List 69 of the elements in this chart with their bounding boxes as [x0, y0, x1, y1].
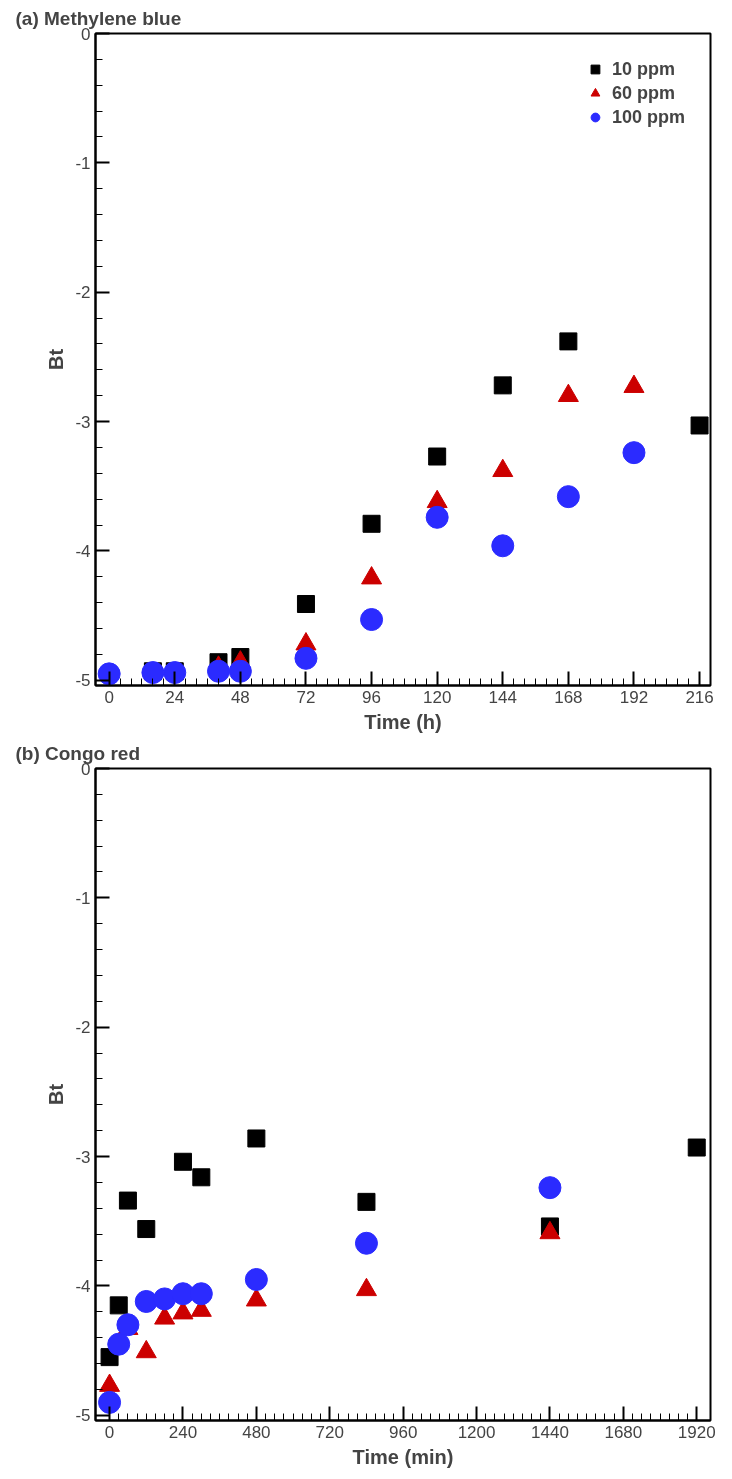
point — [97, 662, 121, 686]
point — [153, 1287, 177, 1311]
point — [107, 1332, 131, 1356]
point — [556, 485, 580, 509]
y-tick-label: -5 — [75, 671, 91, 691]
point — [690, 416, 709, 435]
point — [296, 595, 315, 613]
point — [354, 1231, 378, 1255]
y-tick-label: -2 — [75, 1018, 91, 1038]
point — [360, 608, 384, 631]
y-tick-label: -4 — [75, 1276, 91, 1296]
x-tick-label: 0 — [104, 1422, 115, 1442]
x-tick-label: 120 — [422, 687, 452, 707]
point — [247, 1129, 266, 1148]
legend-label: 60 ppm — [611, 82, 675, 104]
point — [559, 332, 578, 351]
point — [294, 646, 318, 670]
point — [428, 447, 447, 466]
point — [134, 1290, 158, 1313]
legend-label: 10 ppm — [611, 58, 675, 80]
y-tick-label: -1 — [75, 888, 91, 908]
y-axis-title: Bt — [45, 348, 68, 371]
point — [118, 1191, 137, 1210]
x-tick-label: 192 — [619, 687, 649, 707]
point — [425, 505, 449, 529]
x-tick-label: 960 — [388, 1422, 418, 1442]
x-tick-label: 480 — [242, 1422, 271, 1442]
x-tick-label: 48 — [230, 687, 250, 707]
point — [622, 441, 646, 465]
x-tick-label: 144 — [488, 687, 517, 707]
point — [207, 659, 230, 683]
point — [538, 1176, 562, 1200]
point — [357, 1192, 376, 1211]
point — [189, 1282, 213, 1306]
legend-label: 100 ppm — [611, 106, 685, 128]
x-tick-label: 1920 — [677, 1422, 716, 1442]
x-tick-label: 1680 — [604, 1422, 643, 1442]
point — [228, 659, 252, 683]
point — [163, 661, 187, 685]
y-axis-title: Bt — [45, 1083, 68, 1106]
point — [491, 534, 515, 558]
x-tick-label: 168 — [554, 687, 583, 707]
x-tick-label: 240 — [168, 1422, 198, 1442]
point — [173, 1152, 192, 1171]
y-tick-label: -3 — [75, 1147, 91, 1167]
point — [109, 1296, 128, 1315]
y-tick-label: -5 — [75, 1406, 91, 1426]
y-tick-label: -1 — [75, 153, 91, 173]
point — [141, 661, 165, 685]
point — [362, 514, 381, 533]
x-tick-label: 720 — [315, 1422, 344, 1442]
y-tick-label: -2 — [75, 283, 91, 303]
point — [98, 1390, 122, 1414]
y-tick-label: -4 — [75, 541, 91, 561]
x-tick-label: 24 — [165, 687, 185, 707]
x-tick-label: 96 — [362, 687, 382, 707]
x-tick-label: 1440 — [531, 1422, 569, 1442]
x-tick-label: 0 — [104, 687, 114, 707]
point — [192, 1168, 211, 1187]
x-tick-label: 216 — [685, 687, 714, 707]
x-axis-title: Time (h) — [364, 710, 442, 733]
x-axis-title: Time (min) — [352, 1445, 454, 1468]
point — [493, 376, 512, 395]
x-tick-label: 72 — [296, 687, 316, 707]
point — [244, 1268, 268, 1291]
point — [137, 1220, 156, 1239]
y-tick-label: -3 — [75, 412, 91, 432]
point — [687, 1138, 706, 1157]
x-tick-label: 1200 — [457, 1422, 496, 1442]
